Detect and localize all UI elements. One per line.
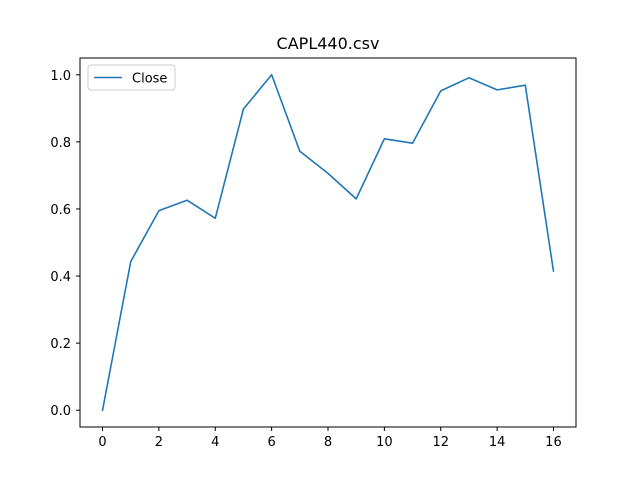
y-tick-label: 0.2 — [50, 337, 71, 352]
legend-label: Close — [132, 72, 167, 87]
x-tick-label: 12 — [432, 435, 449, 450]
x-tick-label: 0 — [98, 435, 106, 450]
x-tick-label: 16 — [545, 435, 562, 450]
x-tick-label: 14 — [489, 435, 506, 450]
x-tick-label: 8 — [324, 435, 332, 450]
chart-title: CAPL440.csv — [277, 34, 380, 53]
legend-box — [87, 64, 176, 91]
y-tick-label: 1.0 — [50, 69, 71, 84]
axes-frame — [79, 57, 577, 428]
y-tick-label: 0.6 — [50, 203, 71, 218]
x-tick-label: 10 — [376, 435, 393, 450]
series-line-close — [101, 73, 555, 412]
x-tick-label: 2 — [155, 435, 163, 450]
y-tick-label: 0.8 — [50, 136, 71, 151]
x-tick-label: 6 — [267, 435, 275, 450]
x-tick-label: 4 — [211, 435, 219, 450]
y-tick-label: 0.4 — [50, 270, 71, 285]
y-tick-label: 0.0 — [50, 404, 71, 419]
plot-area: 0 2 4 6 8 10 12 14 16 0.0 0.2 0.4 0.6 0.8 1.0 Close — [50, 57, 577, 450]
